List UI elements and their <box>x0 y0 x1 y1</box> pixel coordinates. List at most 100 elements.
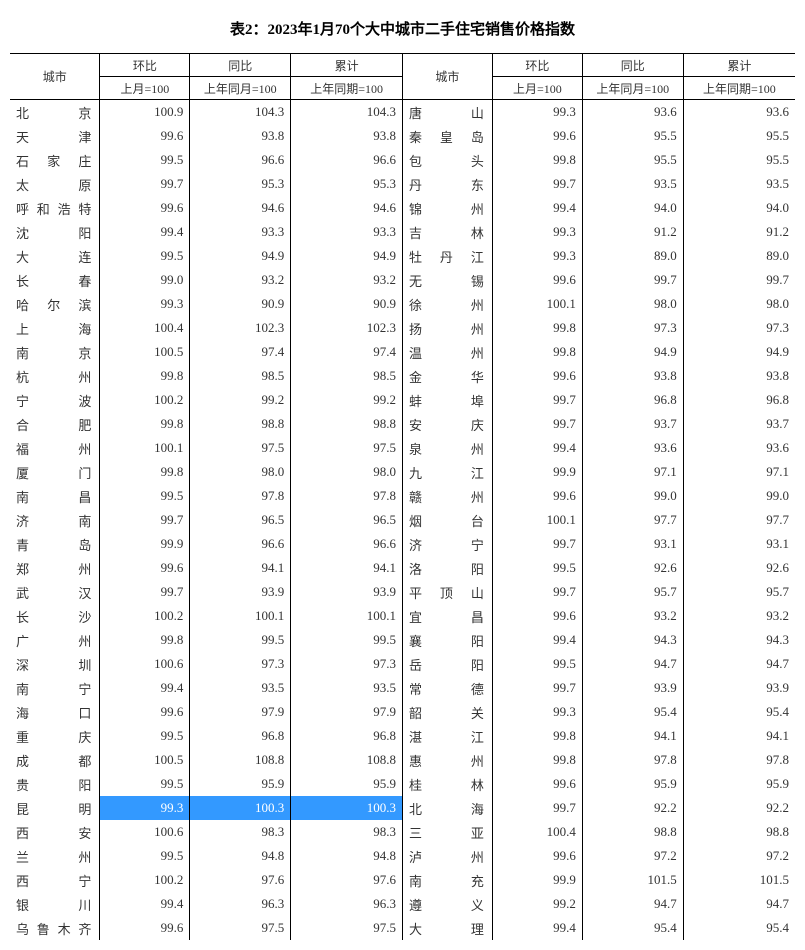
yoy-cell: 94.1 <box>190 556 291 580</box>
city-cell: 上海 <box>10 316 100 340</box>
cum-cell: 97.4 <box>291 340 403 364</box>
city-cell: 天津 <box>10 124 100 148</box>
mom-cell: 99.5 <box>492 556 582 580</box>
yoy-cell: 101.5 <box>582 868 683 892</box>
mom-cell: 99.3 <box>100 796 190 820</box>
city-cell: 武汉 <box>10 580 100 604</box>
mom-cell: 99.8 <box>492 340 582 364</box>
subheader-mom-left: 上月=100 <box>100 77 190 100</box>
table-body: 北京100.9104.3104.3唐山99.393.693.6天津99.693.… <box>10 100 795 941</box>
yoy-cell: 97.5 <box>190 916 291 940</box>
mom-cell: 99.6 <box>100 556 190 580</box>
table-row: 宁波100.299.299.2蚌埠99.796.896.8 <box>10 388 795 412</box>
city-cell: 安庆 <box>402 412 492 436</box>
header-city-left: 城市 <box>10 54 100 100</box>
mom-cell: 99.4 <box>492 436 582 460</box>
cum-cell: 96.6 <box>291 148 403 172</box>
mom-cell: 99.6 <box>100 700 190 724</box>
yoy-cell: 97.8 <box>190 484 291 508</box>
city-cell: 西宁 <box>10 868 100 892</box>
city-cell: 南充 <box>402 868 492 892</box>
table-row: 西宁100.297.697.6南充99.9101.5101.5 <box>10 868 795 892</box>
city-cell: 厦门 <box>10 460 100 484</box>
table-row: 杭州99.898.598.5金华99.693.893.8 <box>10 364 795 388</box>
yoy-cell: 97.9 <box>190 700 291 724</box>
mom-cell: 99.6 <box>492 772 582 796</box>
city-cell: 南昌 <box>10 484 100 508</box>
yoy-cell: 93.8 <box>582 364 683 388</box>
city-cell: 大连 <box>10 244 100 268</box>
cum-cell: 98.8 <box>291 412 403 436</box>
cum-cell: 97.9 <box>291 700 403 724</box>
city-cell: 桂林 <box>402 772 492 796</box>
cum-cell: 94.9 <box>291 244 403 268</box>
mom-cell: 100.9 <box>100 100 190 125</box>
cum-cell: 97.5 <box>291 436 403 460</box>
mom-cell: 99.3 <box>492 244 582 268</box>
cum-cell: 97.8 <box>291 484 403 508</box>
yoy-cell: 96.3 <box>190 892 291 916</box>
cum-cell: 97.3 <box>291 652 403 676</box>
city-cell: 南宁 <box>10 676 100 700</box>
yoy-cell: 95.9 <box>190 772 291 796</box>
cum-cell: 94.6 <box>291 196 403 220</box>
cum-cell: 97.5 <box>291 916 403 940</box>
yoy-cell: 98.8 <box>582 820 683 844</box>
city-cell: 合肥 <box>10 412 100 436</box>
table-header: 城市 环比 同比 累计 城市 环比 同比 累计 上月=100 上年同月=100 … <box>10 54 795 100</box>
yoy-cell: 98.8 <box>190 412 291 436</box>
mom-cell: 99.5 <box>100 484 190 508</box>
cum-cell: 94.7 <box>683 652 795 676</box>
mom-cell: 99.5 <box>100 844 190 868</box>
cum-cell: 93.8 <box>291 124 403 148</box>
city-cell: 九江 <box>402 460 492 484</box>
cum-cell: 93.7 <box>683 412 795 436</box>
cum-cell: 93.6 <box>683 100 795 125</box>
city-cell: 哈尔滨 <box>10 292 100 316</box>
city-cell: 石家庄 <box>10 148 100 172</box>
mom-cell: 99.6 <box>100 916 190 940</box>
header-yoy-left: 同比 <box>190 54 291 77</box>
city-cell: 成都 <box>10 748 100 772</box>
cum-cell: 92.2 <box>683 796 795 820</box>
yoy-cell: 94.9 <box>190 244 291 268</box>
cum-cell: 97.2 <box>683 844 795 868</box>
yoy-cell: 102.3 <box>190 316 291 340</box>
yoy-cell: 99.5 <box>190 628 291 652</box>
header-mom-left: 环比 <box>100 54 190 77</box>
city-cell: 长沙 <box>10 604 100 628</box>
cum-cell: 94.0 <box>683 196 795 220</box>
city-cell: 宜昌 <box>402 604 492 628</box>
cum-cell: 101.5 <box>683 868 795 892</box>
mom-cell: 99.3 <box>492 100 582 125</box>
yoy-cell: 96.6 <box>190 148 291 172</box>
yoy-cell: 95.9 <box>582 772 683 796</box>
mom-cell: 99.8 <box>100 412 190 436</box>
mom-cell: 99.6 <box>100 196 190 220</box>
city-cell: 呼和浩特 <box>10 196 100 220</box>
cum-cell: 95.3 <box>291 172 403 196</box>
city-cell: 海口 <box>10 700 100 724</box>
cum-cell: 98.3 <box>291 820 403 844</box>
table-row: 长春99.093.293.2无锡99.699.799.7 <box>10 268 795 292</box>
yoy-cell: 97.7 <box>582 508 683 532</box>
cum-cell: 95.5 <box>683 148 795 172</box>
cum-cell: 89.0 <box>683 244 795 268</box>
mom-cell: 99.7 <box>492 172 582 196</box>
yoy-cell: 97.8 <box>582 748 683 772</box>
yoy-cell: 98.0 <box>582 292 683 316</box>
yoy-cell: 93.7 <box>582 412 683 436</box>
cum-cell: 94.1 <box>291 556 403 580</box>
subheader-mom-right: 上月=100 <box>492 77 582 100</box>
table-row: 兰州99.594.894.8泸州99.697.297.2 <box>10 844 795 868</box>
city-cell: 杭州 <box>10 364 100 388</box>
cum-cell: 96.5 <box>291 508 403 532</box>
cum-cell: 96.8 <box>683 388 795 412</box>
city-cell: 广州 <box>10 628 100 652</box>
cum-cell: 100.3 <box>291 796 403 820</box>
city-cell: 牡丹江 <box>402 244 492 268</box>
cum-cell: 93.9 <box>683 676 795 700</box>
yoy-cell: 96.8 <box>582 388 683 412</box>
cum-cell: 98.0 <box>683 292 795 316</box>
table-row: 厦门99.898.098.0九江99.997.197.1 <box>10 460 795 484</box>
